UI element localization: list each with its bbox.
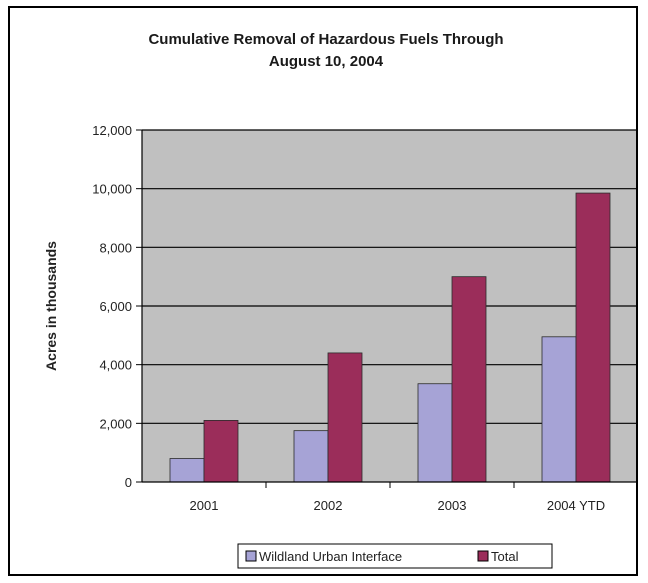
y-tick-label: 12,000 [92, 123, 132, 138]
y-tick-label: 2,000 [99, 416, 132, 431]
bar-total [203, 419, 239, 483]
bar-total [575, 192, 611, 483]
y-tick-label: 8,000 [99, 240, 132, 255]
y-tick-label: 4,000 [99, 358, 132, 373]
y-tick-label: 10,000 [92, 182, 132, 197]
bar-wildland [417, 383, 453, 483]
legend-label-wildland: Wildland Urban Interface [259, 549, 402, 564]
x-tick-label: 2004 YTD [547, 498, 605, 513]
x-tick-labels: 2001 2002 2003 2004 YTD [190, 498, 606, 513]
legend-label-total: Total [491, 549, 519, 564]
legend-swatch-wildland [245, 550, 257, 562]
chart-title-line-1: Cumulative Removal of Hazardous Fuels Th… [148, 31, 503, 48]
bar-total [327, 352, 363, 483]
bar-chart: Cumulative Removal of Hazardous Fuels Th… [43, 31, 636, 569]
x-tick-label: 2002 [314, 498, 343, 513]
bar-total [451, 276, 487, 483]
bar-wildland [169, 458, 205, 483]
y-axis-label: Acres in thousands [43, 241, 59, 371]
y-tick-labels: 0 2,000 4,000 6,000 8,000 10,000 12,000 [92, 123, 132, 490]
x-tick-label: 2003 [438, 498, 467, 513]
legend: Wildland Urban Interface Total [237, 543, 553, 569]
bars [169, 192, 611, 483]
legend-swatch-total [477, 550, 489, 562]
x-tick-label: 2001 [190, 498, 219, 513]
axes [136, 129, 636, 488]
bar-wildland [541, 336, 577, 483]
bar-wildland [293, 430, 329, 483]
chart-frame: Cumulative Removal of Hazardous Fuels Th… [8, 6, 638, 576]
legend-box [237, 543, 553, 569]
y-tick-label: 6,000 [99, 299, 132, 314]
chart-title-line-2: August 10, 2004 [269, 53, 384, 70]
y-tick-label: 0 [125, 475, 132, 490]
